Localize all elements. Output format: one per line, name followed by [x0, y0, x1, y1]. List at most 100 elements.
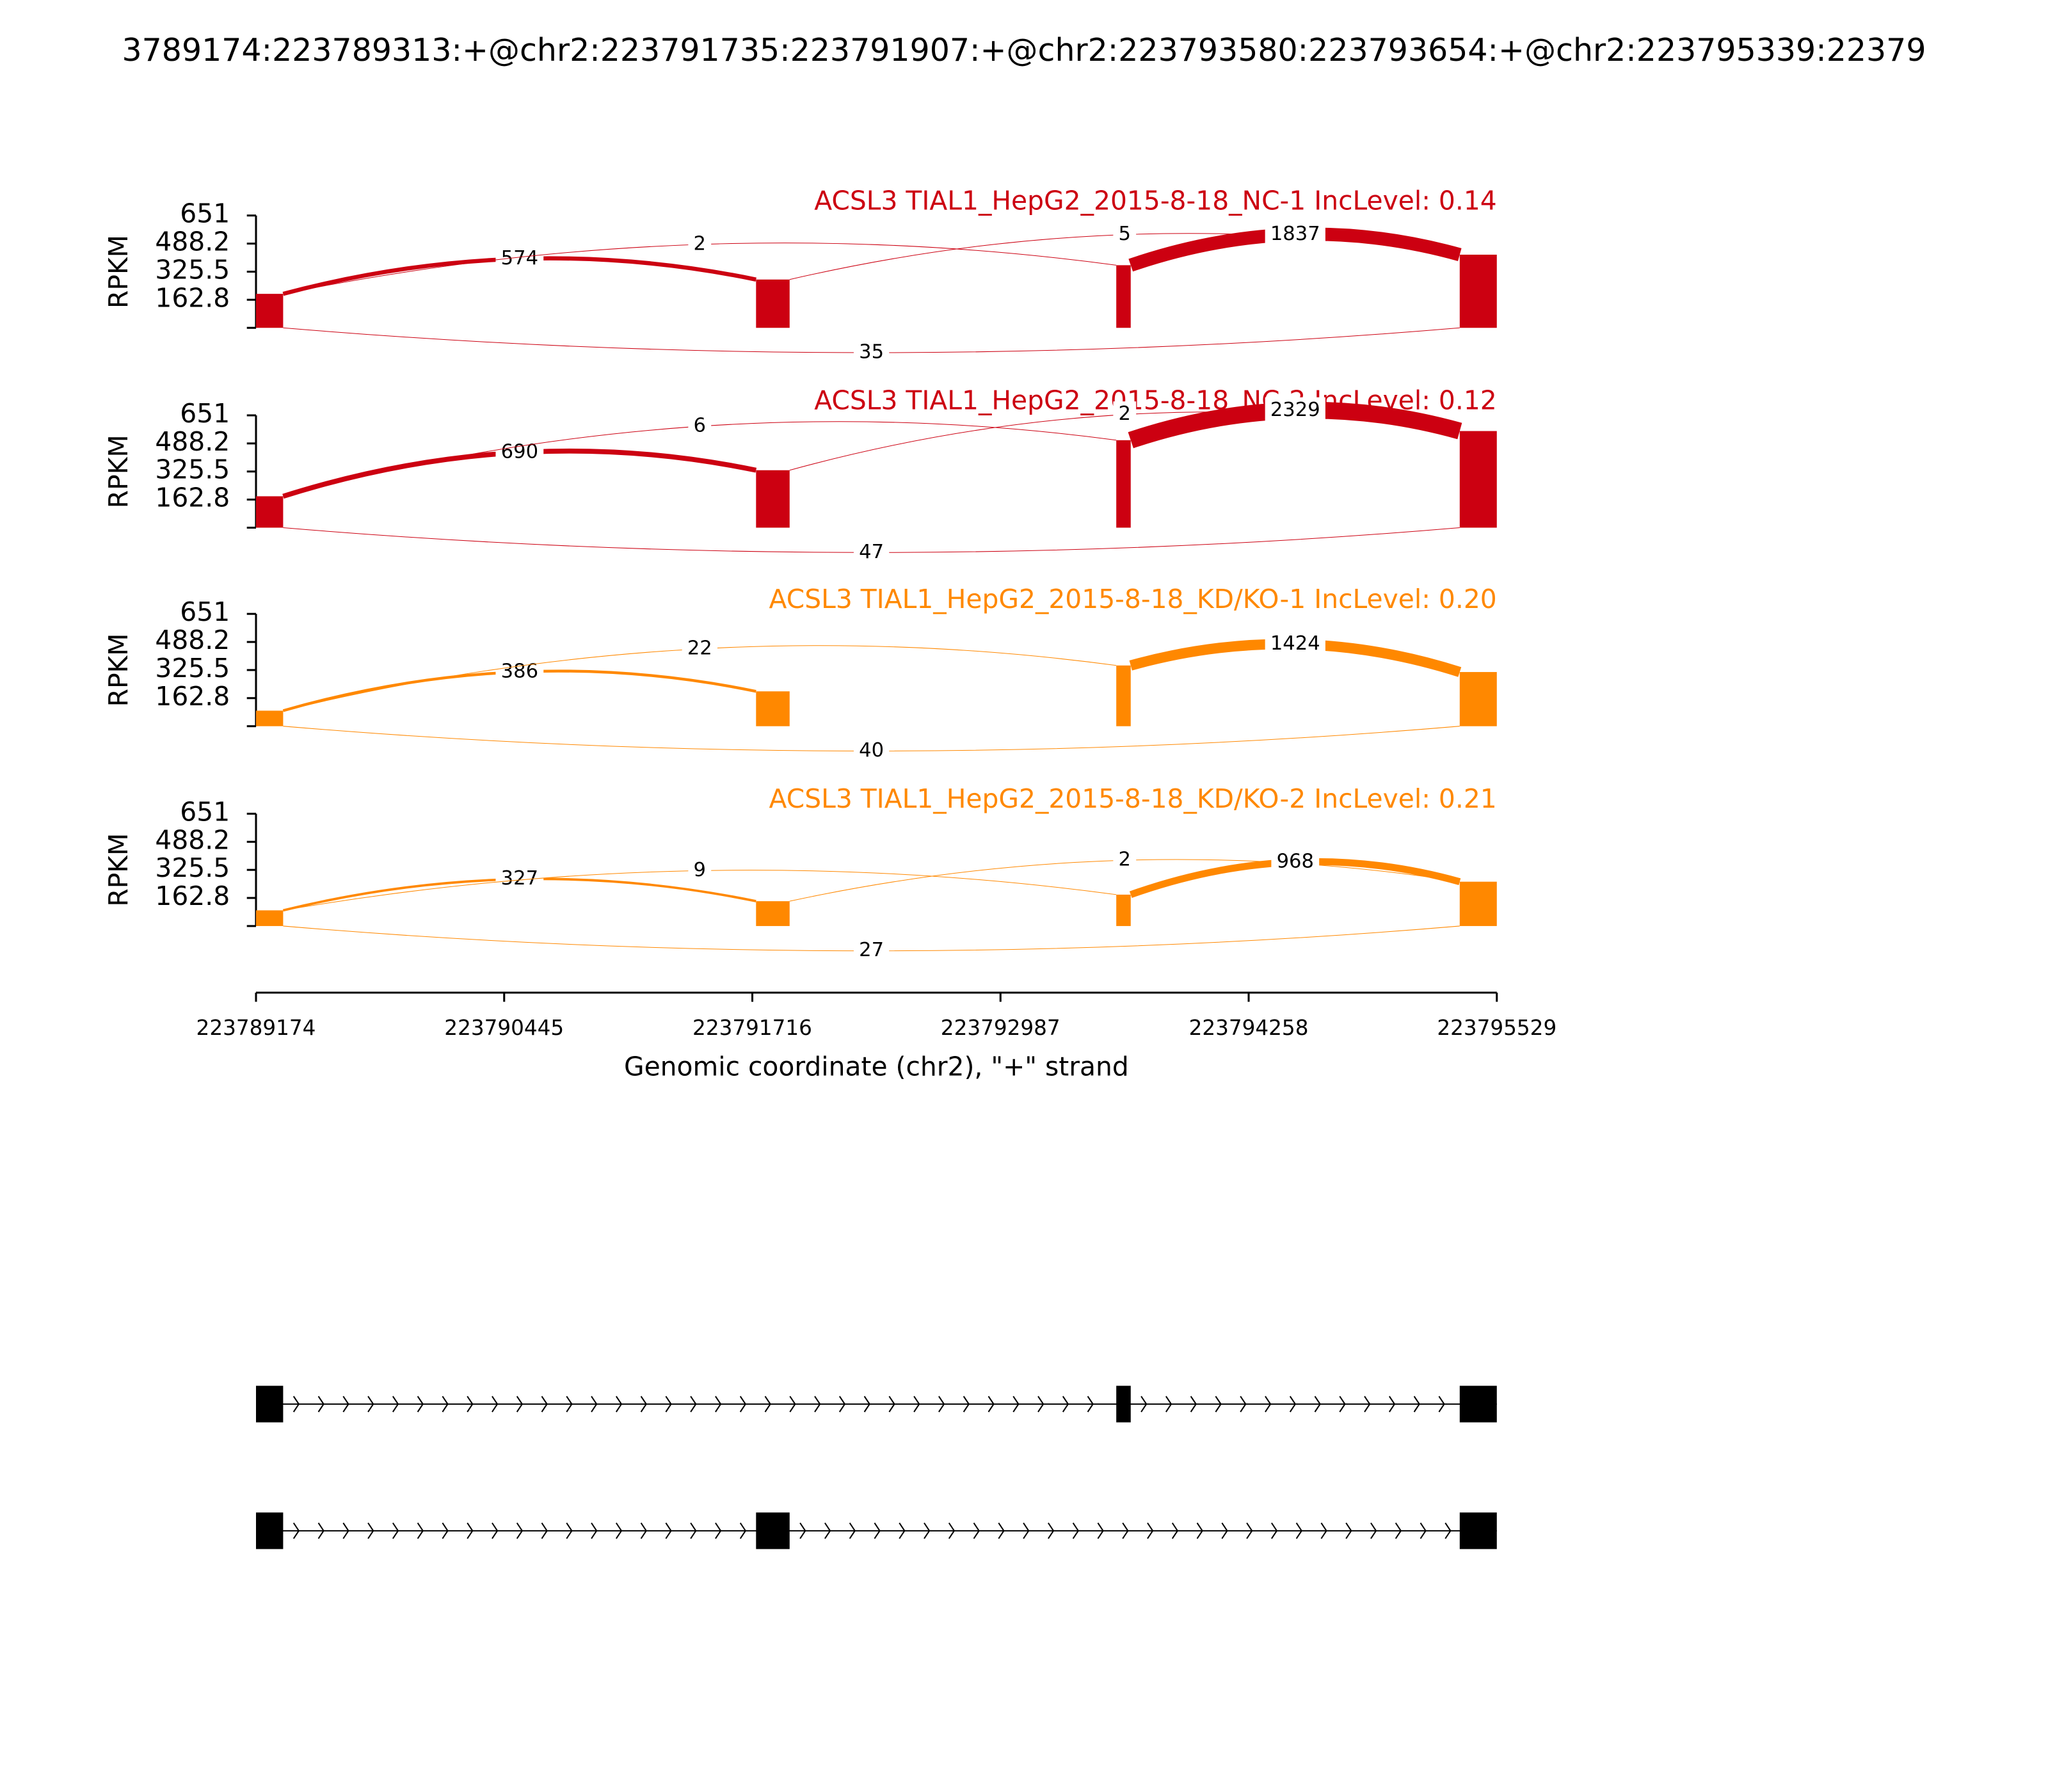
- y-tick-label: 325.5: [155, 852, 230, 883]
- x-tick-label: 223790445: [444, 1016, 564, 1040]
- coverage-bar: [1116, 265, 1131, 328]
- coverage-bar: [1116, 440, 1131, 528]
- junction-label: 574: [501, 247, 538, 269]
- isoform-exon: [1116, 1386, 1131, 1423]
- strand-arrow: [963, 1396, 970, 1412]
- strand-arrow: [874, 1523, 881, 1539]
- junction-label-bg: [853, 539, 890, 564]
- strand-arrow: [1147, 1523, 1154, 1539]
- strand-arrow: [492, 1523, 499, 1539]
- strand-arrow: [615, 1396, 623, 1412]
- coverage-bar: [1459, 672, 1497, 726]
- isoform-exon: [1459, 1386, 1497, 1423]
- strand-arrow: [292, 1523, 300, 1539]
- junction-label-bg: [495, 245, 544, 271]
- coverage-bar: [256, 710, 284, 726]
- x-tick-label: 223791716: [692, 1016, 812, 1040]
- strand-arrow: [739, 1523, 747, 1539]
- strand-arrow: [317, 1396, 324, 1412]
- strand-arrow: [640, 1523, 647, 1539]
- coverage-bar: [756, 691, 790, 726]
- strand-arrow: [814, 1396, 821, 1412]
- junction-label: 6: [694, 415, 706, 437]
- strand-arrow: [467, 1396, 474, 1412]
- strand-arrow: [715, 1523, 722, 1539]
- junction-label: 47: [859, 541, 884, 563]
- junction-label: 327: [501, 867, 538, 890]
- strand-arrow: [1270, 1523, 1278, 1539]
- strand-arrow: [1345, 1523, 1352, 1539]
- strand-arrow: [292, 1396, 300, 1412]
- strand-arrow: [973, 1523, 980, 1539]
- coverage-bar: [256, 496, 284, 528]
- strand-arrow: [665, 1523, 672, 1539]
- junction-label: 35: [859, 341, 884, 364]
- track-title: ACSL3 TIAL1_HepG2_2015-8-18_KD/KO-2 IncL…: [769, 783, 1497, 814]
- strand-arrow: [516, 1523, 524, 1539]
- y-tick-label: 488.2: [155, 227, 230, 257]
- strand-arrow: [863, 1396, 870, 1412]
- y-tick-label: 488.2: [155, 625, 230, 655]
- junction-label-bg: [1265, 631, 1325, 657]
- strand-arrow: [1413, 1396, 1421, 1412]
- coverage-bar: [756, 901, 790, 926]
- junction-label-bg: [495, 659, 544, 684]
- isoform-exon: [756, 1512, 790, 1549]
- junction-label-bg: [1113, 221, 1137, 247]
- junction-label-bg: [853, 339, 890, 365]
- junction-label: 1424: [1270, 632, 1320, 655]
- junction-label-bg: [853, 938, 890, 963]
- strand-arrow: [541, 1396, 548, 1412]
- strand-arrow: [342, 1523, 349, 1539]
- strand-arrow: [690, 1523, 697, 1539]
- strand-arrow: [824, 1523, 831, 1539]
- strand-arrow: [1265, 1396, 1272, 1412]
- coverage-bar: [756, 279, 790, 328]
- strand-arrow: [1395, 1523, 1402, 1539]
- strand-arrow: [442, 1396, 449, 1412]
- x-tick-label: 223795529: [1437, 1016, 1556, 1040]
- strand-arrow: [640, 1396, 647, 1412]
- strand-arrow: [492, 1396, 499, 1412]
- strand-arrow: [1097, 1523, 1104, 1539]
- strand-arrow: [1364, 1396, 1371, 1412]
- strand-arrow: [591, 1523, 598, 1539]
- y-tick-label: 325.5: [155, 254, 230, 285]
- strand-arrow: [392, 1396, 399, 1412]
- strand-arrow: [1370, 1523, 1377, 1539]
- junction-label-bg: [688, 857, 712, 883]
- coverage-bar: [256, 910, 284, 926]
- strand-arrow: [566, 1396, 573, 1412]
- y-tick-label: 651: [180, 398, 230, 429]
- strand-arrow: [1048, 1523, 1055, 1539]
- strand-arrow: [690, 1396, 697, 1412]
- coverage-bar: [1116, 894, 1131, 926]
- strand-arrow: [417, 1523, 424, 1539]
- strand-arrow: [1196, 1523, 1203, 1539]
- strand-arrow: [1037, 1396, 1044, 1412]
- strand-arrow: [342, 1396, 349, 1412]
- strand-arrow: [1444, 1523, 1452, 1539]
- strand-arrow: [442, 1523, 449, 1539]
- junction-label: 2: [694, 232, 706, 255]
- y-tick-label: 488.2: [155, 426, 230, 457]
- x-tick-label: 223792987: [941, 1016, 1060, 1040]
- coverage-bar: [1459, 431, 1497, 528]
- track-title: ACSL3 TIAL1_HepG2_2015-8-18_NC-1 IncLeve…: [814, 185, 1497, 216]
- x-tick-label: 223789174: [196, 1016, 316, 1040]
- strand-arrow: [516, 1396, 524, 1412]
- strand-arrow: [1221, 1523, 1228, 1539]
- strand-arrow: [1295, 1523, 1303, 1539]
- junction-label: 22: [687, 637, 712, 659]
- junction-label: 9: [694, 859, 706, 881]
- strand-arrow: [1339, 1396, 1346, 1412]
- isoform-exon: [256, 1512, 284, 1549]
- strand-arrow: [1087, 1396, 1094, 1412]
- y-tick-label: 325.5: [155, 454, 230, 485]
- strand-arrow: [1420, 1523, 1427, 1539]
- y-tick-label: 488.2: [155, 824, 230, 855]
- y-tick-label: 651: [180, 596, 230, 627]
- strand-arrow: [849, 1523, 856, 1539]
- coverage-bar: [1459, 881, 1497, 926]
